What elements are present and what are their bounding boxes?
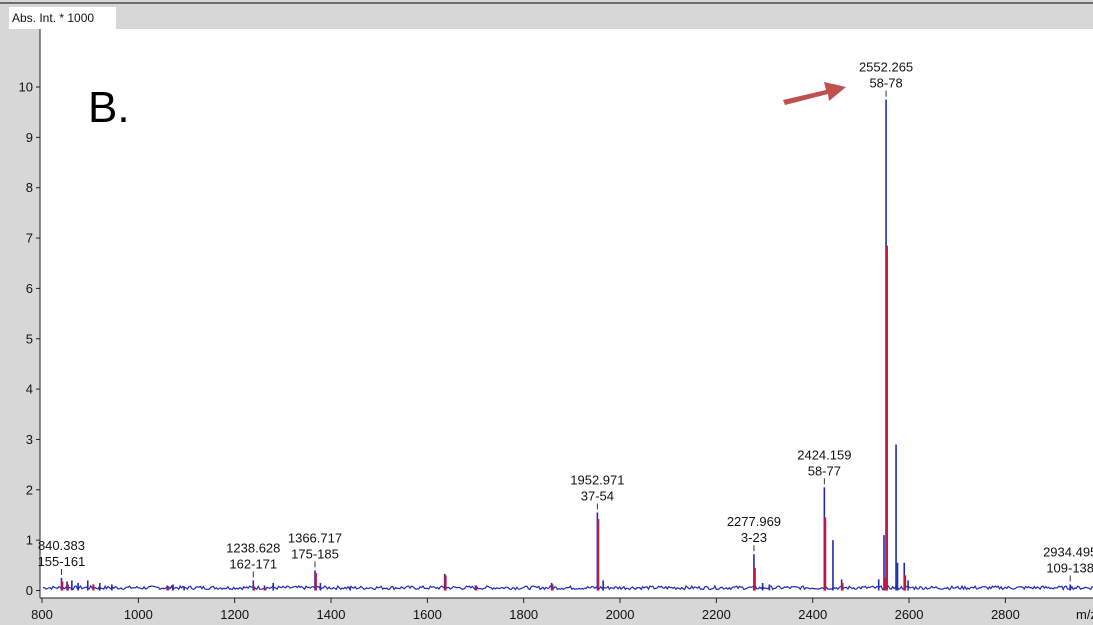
- x-tick-label: 2400: [798, 607, 827, 622]
- peak-range-label: 162-171: [229, 556, 277, 571]
- x-tick-label: 2800: [991, 607, 1020, 622]
- y-tick-label: 7: [26, 231, 33, 246]
- x-tick-label: 1000: [124, 607, 153, 622]
- plot-background: [40, 29, 1093, 598]
- x-axis-unit-label: m/z: [1076, 607, 1093, 622]
- axis-title-tab: [9, 7, 116, 29]
- x-tick-label: 1600: [413, 607, 442, 622]
- y-tick-label: 3: [26, 432, 33, 447]
- x-tick-label: 2000: [606, 607, 635, 622]
- x-axis-ticks: 800 1000 1200 1400 1600 1800 2000 2200 2400 2600 2…: [31, 598, 1020, 622]
- peak-range-label: 37-54: [581, 488, 614, 503]
- x-tick-label: 1200: [220, 607, 249, 622]
- y-axis-ticks: 0 1 2 3 4 5 6 7 8 9 10: [19, 80, 40, 598]
- panel-label: B.: [88, 83, 130, 132]
- peak-mass-label: 2277.969: [727, 514, 781, 529]
- highlight-arrow-shape: [783, 82, 846, 105]
- peak-range-label: 58-78: [869, 76, 902, 91]
- highlight-arrow: [783, 82, 846, 105]
- peak-mass-label: 1238.628: [226, 540, 280, 555]
- peak-mass-label: 2552.265: [859, 60, 913, 75]
- x-tick-label: 1800: [509, 607, 538, 622]
- y-tick-label: 6: [26, 281, 33, 296]
- peak-range-label: 155-161: [38, 554, 86, 569]
- x-tick-label: 2200: [702, 607, 731, 622]
- y-tick-label: 5: [26, 331, 33, 346]
- x-tick-label: 1400: [317, 607, 346, 622]
- axis-title-label: Abs. Int. * 1000: [12, 11, 94, 25]
- centroid-peaks: [61, 245, 907, 591]
- y-tick-label: 10: [19, 80, 33, 95]
- y-tick-label: 2: [26, 482, 33, 497]
- peak-mass-label: 1366.717: [288, 530, 342, 545]
- x-tick-label: 2600: [895, 607, 924, 622]
- spectrum-baseline: [42, 584, 1093, 591]
- peak-mass-label: 840.383: [38, 538, 85, 553]
- y-tick-label: 0: [26, 583, 33, 598]
- peak-range-label: 175-185: [291, 546, 339, 561]
- y-tick-label: 1: [26, 533, 33, 548]
- peak-range-label: 3-23: [741, 530, 767, 545]
- y-tick-label: 9: [26, 130, 33, 145]
- peak-mass-label: 2934.495: [1043, 544, 1093, 559]
- x-tick-label: 800: [31, 607, 53, 622]
- peak-mass-label: 1952.971: [570, 472, 624, 487]
- y-tick-label: 8: [26, 180, 33, 195]
- peak-mass-label: 2424.159: [797, 447, 851, 462]
- peak-range-label: 58-77: [808, 463, 841, 478]
- y-tick-label: 4: [26, 382, 33, 397]
- peak-range-label: 109-138: [1046, 560, 1093, 575]
